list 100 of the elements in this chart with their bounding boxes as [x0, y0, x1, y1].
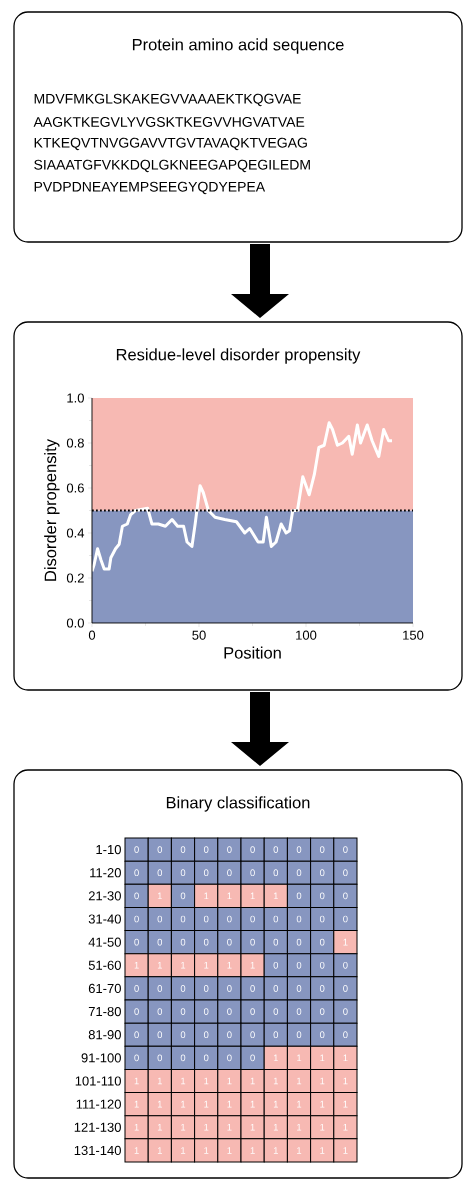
chart-title: Residue-level disorder propensity [116, 348, 361, 364]
data-label: 1 [181, 1124, 186, 1131]
data-label: 1 [250, 1100, 255, 1108]
data-label: 0 [180, 938, 186, 946]
data-label: 1 [134, 1147, 139, 1154]
data-label: 0 [273, 846, 279, 853]
chart-title: Binary classification [166, 796, 310, 812]
data-label: 0 [134, 846, 139, 853]
data-label: 0 [203, 1054, 209, 1062]
data-label: 0 [180, 846, 186, 853]
data-label: 0 [203, 938, 209, 946]
data-label: 1 [343, 1100, 348, 1108]
data-label: 0 [319, 961, 325, 969]
text: Protein amino acid sequence [132, 38, 344, 54]
data-label: 0 [296, 869, 302, 877]
data-label: 1 [250, 1147, 255, 1154]
data-label: 1 [297, 1054, 302, 1062]
data-label: 0 [157, 1054, 163, 1062]
data-label: 0 [343, 961, 348, 969]
data-label: 0 [319, 938, 325, 946]
line-series [90, 421, 394, 573]
y-tick-label: 0.0 [66, 618, 84, 628]
data-label: 0 [180, 892, 186, 900]
data-label: 0 [343, 1008, 348, 1015]
data-label: 0 [134, 1031, 139, 1039]
data-label: 0 [157, 869, 163, 877]
data-label: 1 [273, 1147, 278, 1154]
data-label: 1 [204, 1147, 209, 1154]
data-label: 0 [250, 846, 255, 853]
data-label: 1 [181, 962, 186, 969]
data-label: 1 [343, 1077, 348, 1085]
y-tick-label: 61-70 [88, 983, 121, 994]
data-label: 1 [181, 1100, 186, 1108]
data-label: 1 [134, 1100, 139, 1108]
x-tick-label: 0 [88, 630, 96, 640]
data-label: 0 [203, 1008, 209, 1015]
data-label: 1 [273, 1124, 278, 1131]
data-label: 0 [273, 1008, 279, 1015]
text: MDVFMKGLSKAKEGVVAAAEKTKQGVAE [34, 93, 301, 107]
data-label: 1 [343, 938, 348, 946]
data-label: 1 [157, 1147, 162, 1154]
data-label: 0 [319, 985, 325, 992]
data-label: 1 [343, 1054, 348, 1062]
x-tick-label: 50 [192, 630, 206, 640]
data-label: 0 [343, 1031, 348, 1039]
data-label: 0 [273, 1031, 279, 1039]
data-label: 1 [227, 1147, 232, 1154]
data-label: 1 [250, 1124, 255, 1131]
data-label: 1 [204, 892, 209, 900]
data-label: 0 [296, 1008, 302, 1015]
data-label: 1 [204, 962, 209, 969]
data-label: 1 [273, 1077, 278, 1085]
data-label: 1 [250, 892, 255, 900]
data-label: 1 [297, 1124, 302, 1131]
y-tick-label: 131-140 [74, 1145, 121, 1156]
data-label: 0 [343, 892, 348, 900]
data-label: 1 [134, 1077, 139, 1085]
data-label: 0 [180, 1008, 186, 1015]
x-axis-title: Position [224, 646, 281, 659]
data-label: 0 [134, 915, 139, 923]
data-label: 1 [320, 1124, 325, 1131]
data-label: 1 [227, 1100, 232, 1108]
data-label: 0 [273, 915, 279, 923]
text: SIAAATGFVKKDQLGKNEEGAPQEGILEDM [34, 159, 310, 173]
data-label: 0 [343, 915, 348, 923]
y-tick-label: 1-10 [96, 844, 121, 855]
data-label: 1 [227, 892, 232, 900]
data-label: 0 [227, 1054, 232, 1062]
data-label: 0 [250, 1031, 255, 1039]
data-label: 0 [296, 1031, 302, 1039]
data-label: 0 [157, 846, 163, 853]
data-label: 0 [296, 961, 302, 969]
data-label: 1 [273, 892, 278, 900]
y-tick-label: 111-120 [76, 1099, 121, 1109]
data-label: 1 [320, 1054, 325, 1062]
data-label: 0 [250, 985, 255, 992]
y-tick-label: 121-130 [74, 1122, 121, 1132]
data-label: 0 [134, 1054, 139, 1062]
data-label: 1 [134, 962, 139, 969]
data-label: 0 [296, 915, 302, 923]
data-label: 1 [204, 1100, 209, 1108]
data-label: 0 [273, 938, 279, 946]
y-tick-label: 0.2 [66, 573, 84, 583]
data-label: 0 [250, 1054, 255, 1062]
text: KTKEQVTNVGGAVVTGVTAVAQKTVEGAG [34, 137, 307, 151]
data-label: 0 [157, 1008, 163, 1015]
data-label: 1 [134, 1124, 139, 1131]
data-label: 0 [203, 985, 209, 992]
data-label: 1 [250, 1077, 255, 1085]
data-label: 1 [181, 1077, 186, 1085]
data-label: 1 [297, 1147, 302, 1154]
x-tick-label: 150 [403, 630, 424, 640]
data-label: 0 [227, 846, 232, 853]
y-axis-title: Disorder propensity [44, 439, 60, 581]
data-label: 0 [227, 985, 232, 992]
y-tick-label: 11-20 [90, 868, 121, 878]
data-label: 0 [343, 846, 348, 853]
data-label: 0 [273, 961, 279, 969]
data-label: 0 [296, 985, 302, 992]
data-label: 0 [319, 1031, 325, 1039]
